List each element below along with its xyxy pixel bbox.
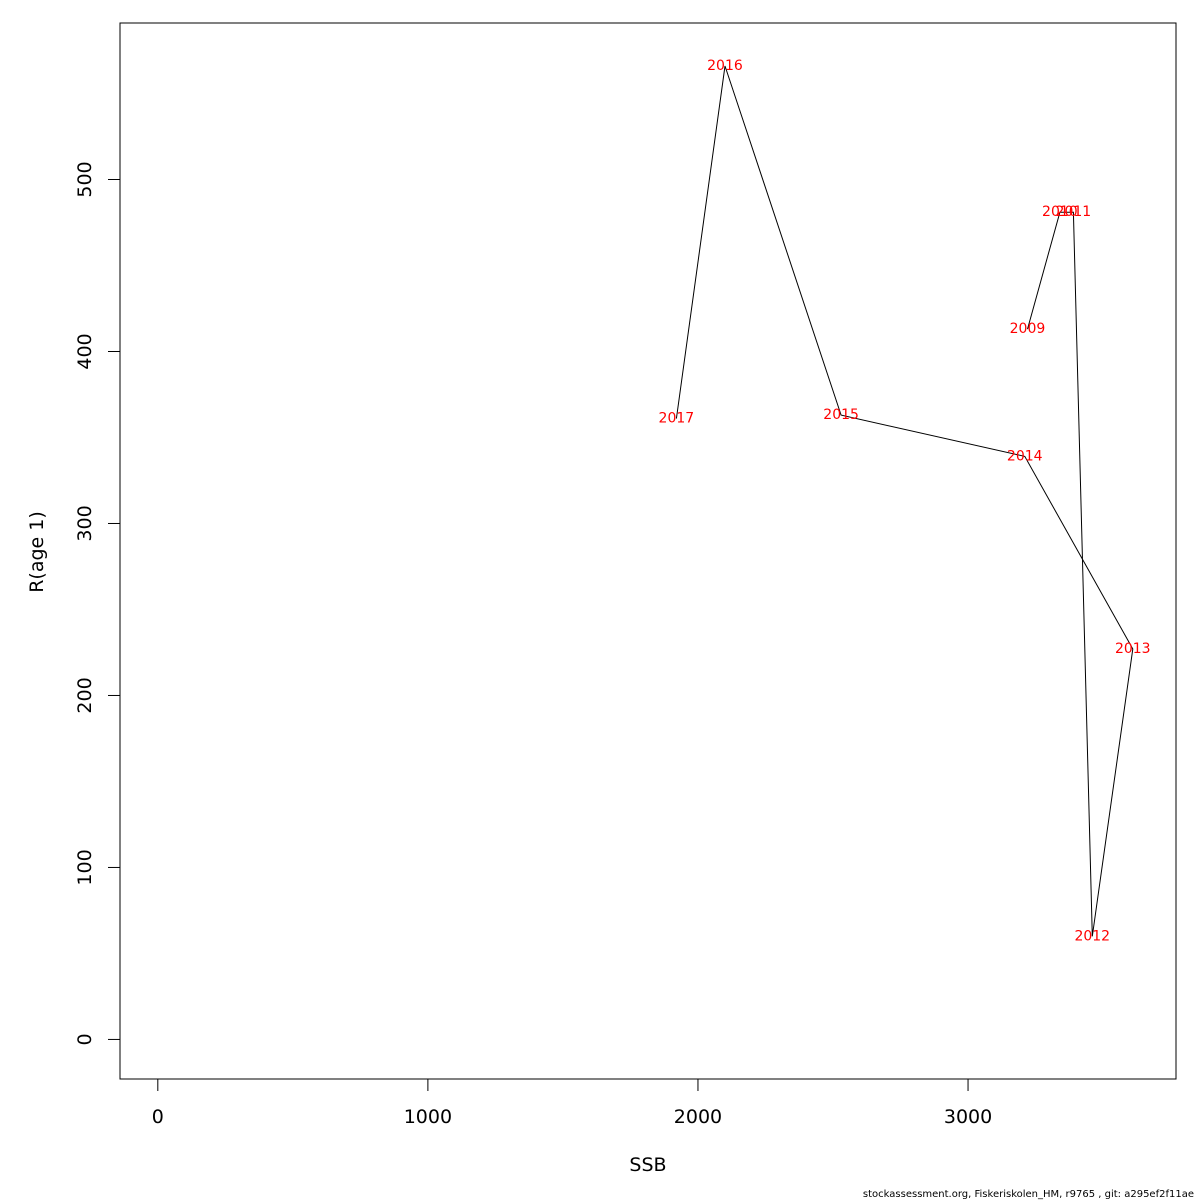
x-tick-label: 1000 [404,1106,452,1128]
y-axis-title: R(age 1) [26,511,48,593]
y-tick-label: 200 [74,677,96,713]
point-label-2012: 2012 [1074,928,1110,944]
y-tick-label: 400 [74,333,96,369]
y-tick-label: 100 [74,849,96,885]
point-label-2011: 2011 [1056,204,1092,220]
point-label-2009: 2009 [1010,321,1046,337]
footer-note: stockassessment.org, Fiskeriskolen_HM, r… [862,1189,1194,1200]
x-tick-label: 0 [152,1106,164,1128]
x-axis: 0 1000 2000 3000 [152,1078,992,1128]
y-tick-label: 0 [74,1033,96,1045]
series-line [675,65,1134,937]
point-label-2015: 2015 [823,407,859,423]
point-label-2010: 2010 [1042,204,1078,220]
y-tick-label: 300 [74,505,96,541]
plot-frame [119,22,1177,1080]
x-tick-label: 3000 [944,1106,992,1128]
x-tick-label: 2000 [674,1106,722,1128]
point-label-2016: 2016 [707,58,743,74]
x-axis-title: SSB [629,1154,666,1176]
point-label-2017: 2017 [659,411,695,427]
y-axis: 0 100 200 300 400 500 [74,161,121,1045]
y-tick-label: 500 [74,161,96,197]
point-label-2014: 2014 [1007,448,1043,464]
point-label-2013: 2013 [1115,641,1151,657]
